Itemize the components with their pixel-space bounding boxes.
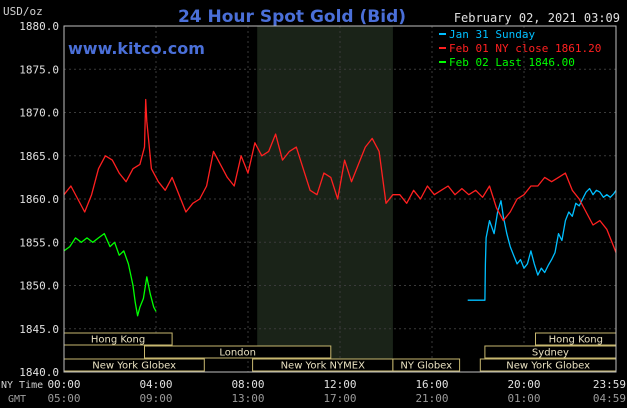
legend-entry: Feb 01 NY close 1861.20 [439, 42, 601, 55]
x-tick-label-gmt: 13:00 [231, 392, 264, 405]
x-tick-label-ny: 16:00 [415, 378, 448, 391]
y-tick-label: 1865.0 [19, 150, 59, 163]
y-tick-label: 1850.0 [19, 280, 59, 293]
legend-label: Feb 01 NY close 1861.20 [449, 42, 601, 55]
gmt-label: GMT [8, 394, 26, 405]
session-label: London [219, 348, 256, 359]
market-sessions: Hong Kong Hong Kong London Sydney New York G… [63, 332, 617, 372]
legend-entry: Jan 31 Sunday [439, 28, 535, 41]
x-tick-label-gmt: 09:00 [139, 392, 172, 405]
x-tick-label-gmt: 04:59 [593, 392, 626, 405]
x-tick-label-gmt: 05:00 [47, 392, 80, 405]
session-box [392, 358, 461, 372]
y-tick-label: 1880.0 [19, 20, 59, 33]
x-tick-label-ny: 12:00 [323, 378, 356, 391]
y-tick-label: 1840.0 [19, 366, 59, 379]
y-tick-label: 1855.0 [19, 236, 59, 249]
session-label: Hong Kong [549, 335, 603, 346]
legend-entry: Feb 02 Last 1846.00 [439, 56, 575, 69]
session-box [144, 345, 332, 359]
x-tick-label-gmt: 17:00 [323, 392, 356, 405]
series-line [467, 187, 617, 301]
series-line [63, 98, 617, 253]
y-tick-label: 1875.0 [19, 63, 59, 76]
session-bar: New York Globex [63, 358, 205, 372]
x-tick-label-ny: 04:00 [139, 378, 172, 391]
legend-label: Jan 31 Sunday [449, 28, 535, 41]
session-bar: NY Globex [392, 358, 461, 372]
x-axis-ticks: 00:00 04:00 08:00 12:00 16:00 20:00 23:59 05:00… [47, 378, 626, 405]
session-bar: Hong Kong [535, 332, 617, 346]
session-label: Hong Kong [91, 335, 145, 346]
legend-label: Feb 02 Last 1846.00 [449, 56, 575, 69]
session-label: New York NYMEX [281, 361, 366, 372]
session-bar: London [144, 345, 332, 359]
session-bar: Hong Kong [63, 332, 173, 346]
chart-title: 24 Hour Spot Gold (Bid) [178, 7, 406, 27]
ny-time-label: NY Time [1, 380, 43, 391]
x-tick-label-gmt: 21:00 [415, 392, 448, 405]
session-bar: New York Globex [479, 358, 617, 372]
session-label: NY Globex [400, 361, 452, 372]
grid-lines [63, 25, 617, 373]
x-tick-label-gmt: 01:00 [507, 392, 540, 405]
price-series [63, 98, 617, 317]
session-label: New York Globex [92, 361, 176, 372]
plot-frame [63, 25, 617, 373]
y-axis-label: USD/oz [3, 5, 43, 18]
x-tick-label-ny: 00:00 [47, 378, 80, 391]
session-label: Sydney [532, 348, 569, 359]
session-label: New York Globex [506, 361, 590, 372]
watermark: www.kitco.com [68, 39, 205, 58]
session-bar: New York NYMEX [252, 358, 394, 372]
y-axis-ticks: 1880.0 1875.0 1870.0 1865.0 1860.0 1855.0 1850… [19, 20, 59, 379]
session-bar: Sydney [484, 345, 617, 359]
x-tick-label-ny: 08:00 [231, 378, 264, 391]
y-tick-label: 1860.0 [19, 193, 59, 206]
y-tick-label: 1845.0 [19, 323, 59, 336]
y-tick-label: 1870.0 [19, 107, 59, 120]
x-tick-label-ny: 23:59 [593, 378, 626, 391]
x-tick-label-ny: 20:00 [507, 378, 540, 391]
chart-timestamp: February 02, 2021 03:09 [454, 11, 620, 25]
series-line [63, 232, 157, 317]
